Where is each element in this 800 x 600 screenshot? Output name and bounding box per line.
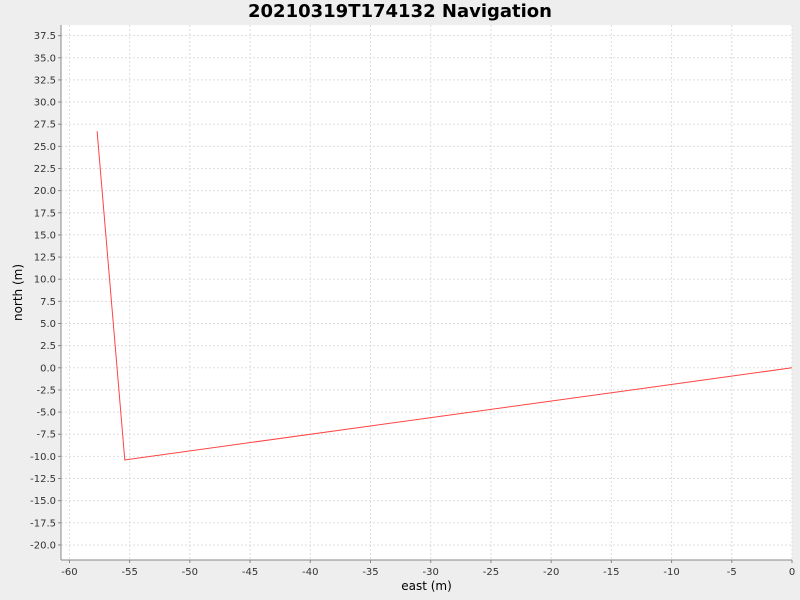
y-tick-label: 32.5: [34, 75, 56, 86]
plot-area: [61, 25, 792, 560]
y-tick-label: -12.5: [30, 474, 56, 485]
y-tick-label: 12.5: [34, 253, 56, 264]
x-tick-label: -5: [727, 567, 737, 578]
x-tick-label: -50: [182, 567, 198, 578]
y-tick-label: -20.0: [30, 540, 56, 551]
x-tick-label: -20: [543, 567, 559, 578]
y-tick-label: -5.0: [36, 408, 56, 419]
y-tick-label: 22.5: [34, 164, 56, 175]
y-tick-label: 30.0: [34, 98, 56, 109]
y-tick-label: -2.5: [36, 385, 56, 396]
x-tick-label: -45: [242, 567, 258, 578]
y-tick-label: 37.5: [34, 31, 56, 42]
x-tick-label: -30: [423, 567, 439, 578]
x-tick-label: -40: [302, 567, 318, 578]
x-tick-label: -55: [121, 567, 137, 578]
y-tick-label: 10.0: [34, 275, 56, 286]
y-tick-label: 7.5: [40, 297, 56, 308]
y-tick-label: 15.0: [34, 230, 56, 241]
y-tick-label: 2.5: [40, 341, 56, 352]
x-tick-label: -10: [663, 567, 679, 578]
y-tick-label: -7.5: [36, 430, 56, 441]
y-tick-label: 0.0: [40, 363, 56, 374]
y-axis-label: north (m): [11, 264, 25, 321]
x-tick-label: -15: [603, 567, 619, 578]
x-tick-label: -60: [61, 567, 77, 578]
y-tick-label: -17.5: [30, 518, 56, 529]
x-axis-label: east (m): [401, 579, 452, 593]
y-tick-label: -10.0: [30, 452, 56, 463]
y-tick-label: 27.5: [34, 120, 56, 131]
y-tick-label: 35.0: [34, 53, 56, 64]
chart-title: 20210319T174132 Navigation: [248, 1, 552, 22]
x-tick-label: -25: [483, 567, 499, 578]
series-line: [96, 131, 793, 461]
y-tick-label: 25.0: [34, 142, 56, 153]
y-tick-label: 5.0: [40, 319, 56, 330]
y-tick-label: 17.5: [34, 208, 56, 219]
y-tick-label: 20.0: [34, 186, 56, 197]
x-tick-label: 0: [789, 567, 795, 578]
x-tick-label: -35: [362, 567, 378, 578]
y-tick-label: -15.0: [30, 496, 56, 507]
